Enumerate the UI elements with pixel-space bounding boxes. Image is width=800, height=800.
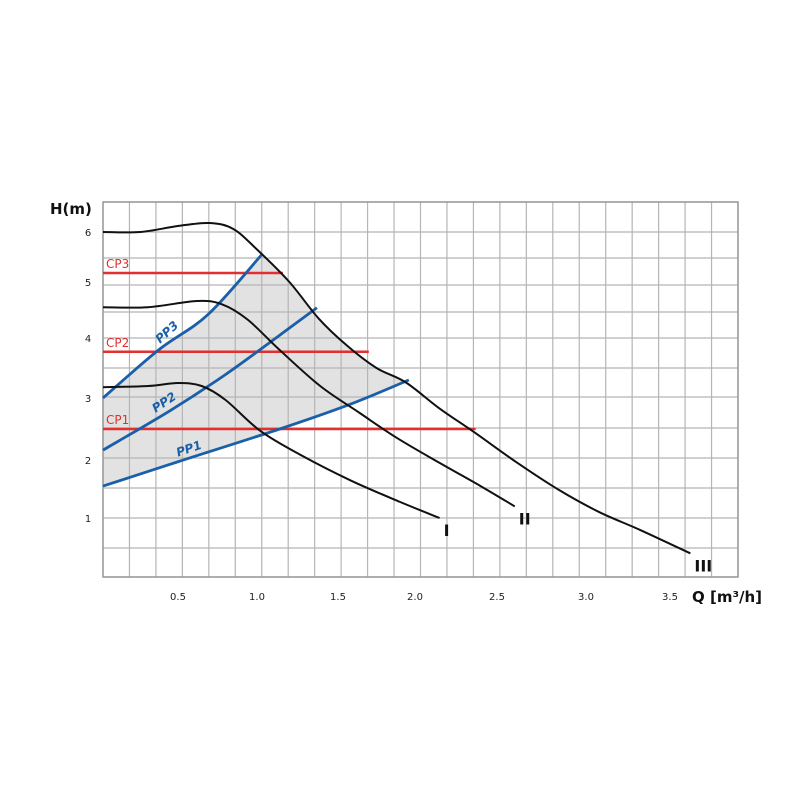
pp-line-pp3 xyxy=(102,253,263,400)
y-tick-label: 1 xyxy=(85,514,91,525)
speed-curve-iii xyxy=(102,221,691,555)
cp-label-cp1: CP1 xyxy=(106,413,129,427)
pp-line-pp2 xyxy=(102,306,318,452)
y-axis-label: H(m) xyxy=(50,200,92,218)
speed-label-i: I xyxy=(444,521,450,540)
y-tick-label: 6 xyxy=(85,228,91,239)
x-tick-label: 1.5 xyxy=(330,592,346,603)
x-axis-label: Q [m³/h] xyxy=(692,588,762,606)
speed-label-ii: II xyxy=(519,509,531,528)
x-tick-label: 3.0 xyxy=(578,592,594,603)
plot-frame xyxy=(102,201,739,578)
x-tick-label: 0.5 xyxy=(170,592,186,603)
cp-label-cp2: CP2 xyxy=(106,336,129,350)
speed-curve-ii xyxy=(102,299,516,508)
speed-label-iii: III xyxy=(694,556,712,575)
y-tick-label: 5 xyxy=(85,278,91,289)
x-tick-label: 2.0 xyxy=(407,592,423,603)
speed-curve-i xyxy=(102,381,440,519)
y-tick-label: 3 xyxy=(85,394,91,405)
y-tick-label: 2 xyxy=(85,456,91,467)
pp-line-pp1 xyxy=(102,378,410,488)
x-tick-label: 1.0 xyxy=(249,592,265,603)
operating-area xyxy=(103,254,409,487)
x-tick-label: 2.5 xyxy=(489,592,505,603)
x-tick-label: 3.5 xyxy=(662,592,678,603)
cp-label-cp3: CP3 xyxy=(106,257,129,271)
y-tick-label: 4 xyxy=(85,334,91,345)
